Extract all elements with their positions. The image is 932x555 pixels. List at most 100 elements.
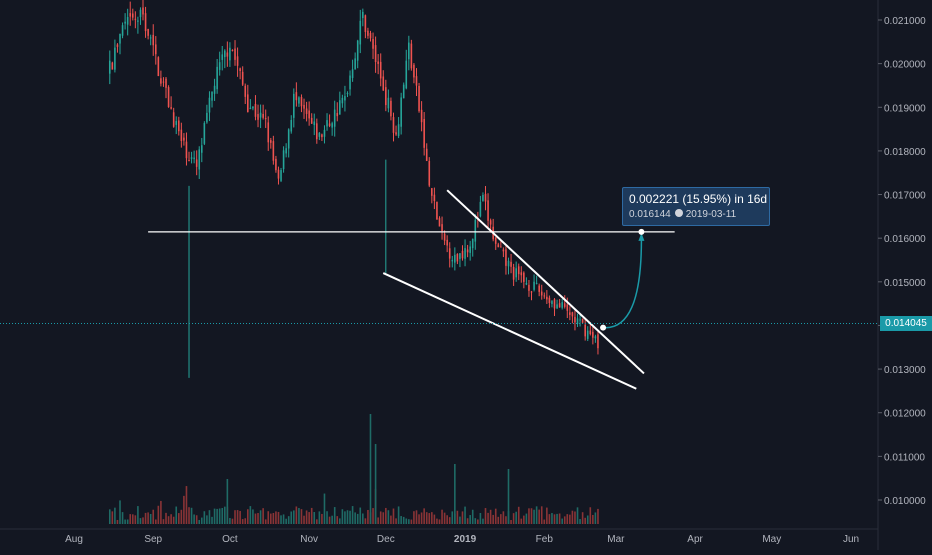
candle-body (469, 246, 471, 253)
volume-bar (446, 515, 448, 524)
volume-bar (300, 509, 303, 524)
volume-bar (160, 500, 162, 524)
candle-body (328, 123, 331, 126)
volume-spike (507, 469, 510, 524)
volume-bar (379, 511, 382, 524)
volume-bar (124, 519, 126, 524)
candle-body (234, 48, 236, 60)
volume-spike (226, 479, 229, 524)
candle-body (433, 194, 436, 202)
volume-bar (331, 515, 333, 524)
volume-bar (574, 511, 576, 524)
clock-icon (674, 209, 683, 217)
candle-body (247, 94, 249, 113)
volume-bar (341, 509, 344, 524)
candle-body (254, 103, 257, 117)
time-tick-label: 2019 (454, 534, 477, 545)
volume-bar (185, 486, 188, 524)
volume-bar (154, 519, 157, 524)
volume-bar (451, 511, 454, 524)
candle-body (382, 76, 385, 91)
candle-body (188, 159, 190, 161)
candle-body (354, 58, 356, 70)
candle-body (443, 233, 446, 241)
volume-bar (172, 516, 175, 524)
candle-body (119, 33, 121, 44)
volume-bar (597, 508, 599, 524)
candle-body (318, 132, 321, 137)
volume-spike (374, 444, 377, 524)
candle-body (346, 93, 349, 95)
volume-bar (581, 512, 584, 524)
volume-bar (482, 518, 484, 524)
volume-bar (385, 507, 387, 524)
candle-body (241, 71, 244, 85)
measure-detail: 0.016144 2019-03-11 (629, 209, 736, 220)
volume-bar (116, 519, 119, 524)
volume-bar (121, 512, 124, 524)
volume-bar (165, 512, 167, 524)
volume-bar (137, 506, 139, 524)
candle-body (175, 121, 178, 125)
volume-bar (328, 516, 331, 524)
volume-bar (418, 514, 420, 524)
volume-bar (313, 512, 316, 524)
candle-body (285, 148, 287, 154)
candle-body (364, 15, 367, 32)
volume-bar (382, 512, 385, 524)
candle-body (111, 62, 114, 70)
candle-body (579, 319, 581, 321)
candle-body (367, 30, 369, 36)
volume-bar (525, 513, 528, 524)
candle-body (341, 97, 344, 104)
volume-bar (339, 518, 341, 524)
candle-body (267, 122, 270, 143)
volume-bar (344, 511, 346, 524)
volume-bar (321, 513, 323, 524)
candle-body (553, 299, 556, 309)
candle-body (451, 259, 454, 262)
candle-body (282, 150, 285, 170)
candle-body (362, 11, 364, 19)
candle-body (349, 75, 351, 90)
price-tick-label: 0.016000 (884, 234, 926, 245)
candle-body (275, 158, 277, 171)
volume-bar (530, 508, 533, 524)
volume-bar (223, 506, 226, 524)
volume-bar (517, 506, 520, 524)
candle-body (487, 200, 489, 221)
candle-body (229, 47, 231, 61)
candle-body (459, 253, 461, 259)
candle-body (339, 100, 341, 115)
volume-bar (131, 514, 134, 524)
volume-bar (566, 514, 569, 524)
volume-bar (464, 506, 466, 524)
volume-bar (538, 509, 540, 524)
volume-bar (208, 510, 211, 524)
candle-body (154, 44, 157, 55)
price-tick-label: 0.012000 (884, 409, 926, 420)
candle-body (142, 7, 144, 15)
candle-body (510, 261, 512, 267)
candle-body (551, 301, 553, 304)
candle-body (172, 112, 175, 127)
volume-bar (479, 512, 482, 524)
candle-body (359, 20, 362, 45)
candle-body (249, 107, 252, 110)
candle-body (400, 97, 402, 127)
volume-bar (505, 516, 507, 524)
candle-body (305, 108, 308, 114)
volume-bar (111, 511, 114, 524)
candle-body (420, 109, 423, 123)
volume-bar (218, 508, 221, 524)
candle-body (295, 92, 298, 101)
candle-body (211, 91, 213, 101)
volume-bar (139, 518, 142, 524)
drawings[interactable] (0, 189, 878, 390)
volume-bar (428, 513, 431, 524)
candle-body (369, 32, 372, 39)
volume-bar (576, 507, 579, 524)
